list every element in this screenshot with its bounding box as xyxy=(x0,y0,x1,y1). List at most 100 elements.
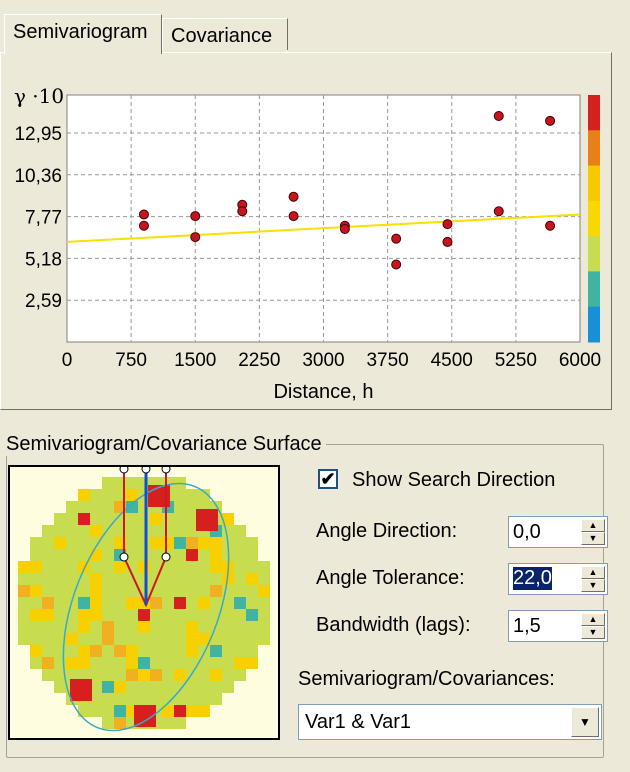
surface-cell xyxy=(78,501,90,513)
tab-strip: Semivariogram Covariance xyxy=(0,14,630,54)
surface-cell xyxy=(90,609,102,621)
angle-tolerance-input[interactable]: 22,0 xyxy=(513,567,552,590)
colorbar-segment xyxy=(588,130,600,167)
surface-group-title: Semivariogram/Covariance Surface xyxy=(0,432,326,456)
surface-cell xyxy=(42,549,54,561)
handle xyxy=(119,552,129,562)
semivariogram-covariances-select[interactable]: Var1 & Var1 ▼ xyxy=(298,704,602,740)
surface-cell xyxy=(150,525,162,537)
surface-cell xyxy=(126,585,138,597)
combo-value: Var1 & Var1 xyxy=(305,711,411,733)
surface-cell xyxy=(126,657,138,669)
angle-tolerance-spinner[interactable]: 22,0 ▲ ▼ xyxy=(508,563,608,595)
surface-cell xyxy=(234,549,246,561)
surface-cell xyxy=(174,549,186,561)
spin-down-icon[interactable]: ▼ xyxy=(581,532,605,545)
surface-cell xyxy=(90,573,102,585)
surface-cell xyxy=(198,561,210,573)
surface-cell xyxy=(42,657,54,669)
surface-cell xyxy=(246,561,258,573)
handle xyxy=(161,467,171,474)
angle-direction-input[interactable] xyxy=(513,520,571,544)
surface-cell xyxy=(42,537,54,549)
surface-cell xyxy=(54,621,66,633)
surface-cell xyxy=(246,609,258,621)
data-point xyxy=(288,191,299,202)
surface-cell xyxy=(66,657,78,669)
data-point xyxy=(391,259,402,270)
covariance-surface-map[interactable] xyxy=(8,465,280,740)
surface-cell xyxy=(126,609,138,621)
surface-cell xyxy=(138,573,150,585)
spin-up-icon[interactable]: ▲ xyxy=(581,519,605,532)
surface-cell xyxy=(90,537,102,549)
surface-cell xyxy=(42,669,54,681)
surface-cell xyxy=(114,633,126,645)
surface-cell xyxy=(102,681,114,693)
spin-up-icon[interactable]: ▲ xyxy=(581,566,605,579)
angle-direction-label: Angle Direction: xyxy=(316,520,458,542)
surface-cell xyxy=(246,657,258,669)
surface-cell xyxy=(126,645,138,657)
surface-cell xyxy=(126,501,138,513)
surface-cell xyxy=(90,597,102,609)
surface-cell xyxy=(102,585,114,597)
surface-cell xyxy=(210,669,222,681)
surface-cell xyxy=(126,681,138,693)
surface-cell xyxy=(54,561,66,573)
surface-cell xyxy=(222,597,234,609)
surface-cell xyxy=(114,693,126,705)
surface-cell xyxy=(66,573,78,585)
surface-cell xyxy=(30,609,42,621)
surface-cell xyxy=(126,549,138,561)
spin-down-icon[interactable]: ▼ xyxy=(581,579,605,592)
surface-cell xyxy=(198,657,210,669)
chevron-down-icon[interactable]: ▼ xyxy=(571,707,599,737)
show-search-direction-checkbox[interactable]: ✔ xyxy=(318,469,338,489)
surface-cell xyxy=(186,513,198,525)
surface-cell xyxy=(90,705,102,717)
surface-cell xyxy=(66,597,78,609)
data-point xyxy=(237,206,248,217)
surface-cell xyxy=(42,633,54,645)
surface-cell xyxy=(134,705,156,727)
surface-cell xyxy=(234,597,246,609)
surface-cell xyxy=(162,645,174,657)
spin-down-icon[interactable]: ▼ xyxy=(581,626,605,639)
data-point xyxy=(493,110,504,121)
data-point xyxy=(545,220,556,231)
surface-cell xyxy=(126,669,138,681)
surface-cell xyxy=(102,561,114,573)
surface-cell xyxy=(246,537,258,549)
surface-cell xyxy=(150,609,162,621)
surface-cell xyxy=(174,717,186,729)
surface-cell xyxy=(150,657,162,669)
y-tick-label: 10,36 xyxy=(14,166,62,187)
surface-cell xyxy=(186,537,198,549)
surface-cell xyxy=(102,501,114,513)
surface-cell xyxy=(18,597,30,609)
surface-cell xyxy=(246,597,258,609)
surface-cell xyxy=(174,585,186,597)
angle-direction-spinner[interactable]: ▲ ▼ xyxy=(508,516,608,548)
surface-cell xyxy=(54,513,66,525)
surface-cell xyxy=(102,573,114,585)
surface-cell xyxy=(258,585,270,597)
x-axis-label: Distance, h xyxy=(273,381,373,403)
spin-up-icon[interactable]: ▲ xyxy=(581,613,605,626)
surface-cell xyxy=(78,597,90,609)
surface-cell xyxy=(198,705,210,717)
surface-cell xyxy=(246,585,258,597)
data-point xyxy=(190,211,201,222)
colorbar-segment xyxy=(588,306,600,343)
bandwidth-input[interactable] xyxy=(513,614,571,638)
x-tick-label: 2250 xyxy=(238,350,280,371)
surface-cell xyxy=(186,681,198,693)
tab-semivariogram[interactable]: Semivariogram xyxy=(4,14,162,54)
tab-covariance[interactable]: Covariance xyxy=(162,18,288,50)
surface-cell xyxy=(186,525,198,537)
bandwidth-spinner[interactable]: ▲ ▼ xyxy=(508,610,608,642)
surface-cell xyxy=(138,549,150,561)
surface-cell xyxy=(30,645,42,657)
surface-cell xyxy=(222,633,234,645)
